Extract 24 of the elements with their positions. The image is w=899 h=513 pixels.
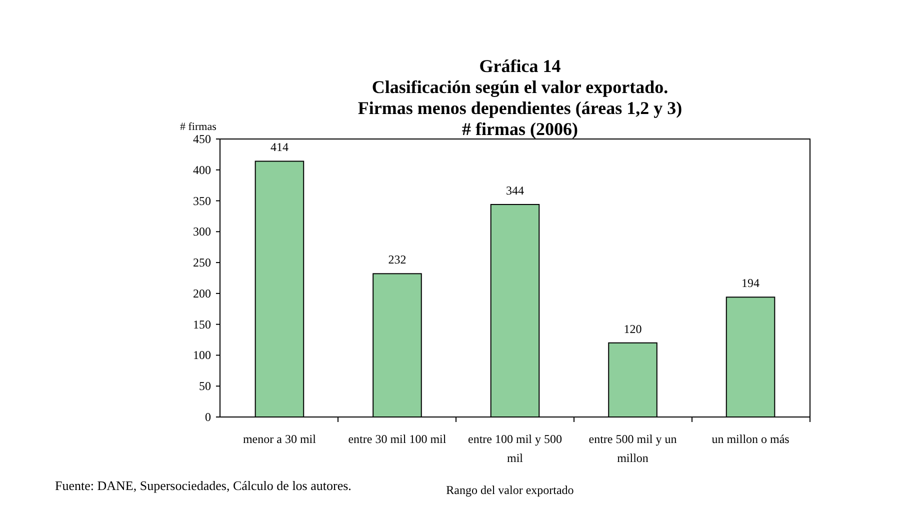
y-tick-label: 100 — [193, 348, 211, 362]
data-label: 194 — [742, 276, 760, 290]
source-note: Fuente: DANE, Supersociedades, Cálculo de los autores. — [55, 478, 352, 493]
y-tick-label: 450 — [193, 132, 211, 146]
data-label: 414 — [270, 140, 288, 154]
y-tick-label: 350 — [193, 194, 211, 208]
chart-title: Gráfica 14 Clasificación según el valor exportado. Firmas menos dependientes (áreas 1,2 y 3) # firmas (2006) — [358, 56, 682, 139]
y-tick-label: 50 — [199, 379, 211, 394]
x-tick-label: entre 30 mil 100 mil — [348, 432, 447, 446]
data-label: 344 — [506, 183, 524, 198]
x-axis-title: Rango del valor exportado — [446, 483, 574, 497]
y-tick-label: 400 — [193, 162, 211, 177]
y-tick-label: 150 — [193, 317, 211, 332]
x-tick-label: entre 500 mil y un millon — [588, 432, 677, 465]
x-tick-label: un millon o más — [712, 432, 790, 446]
x-tick-label: entre 100 mil y 500 mil — [468, 432, 562, 465]
y-tick-label: 0 — [205, 410, 211, 424]
y-axis-title: # firmas — [180, 121, 216, 133]
y-tick-label: 300 — [193, 224, 211, 239]
y-tick-label: 250 — [193, 256, 211, 270]
data-label: 120 — [624, 322, 642, 336]
x-tick-label: menor a 30 mil — [242, 432, 317, 446]
y-tick-label: 200 — [193, 286, 211, 300]
data-label: 232 — [388, 252, 406, 267]
